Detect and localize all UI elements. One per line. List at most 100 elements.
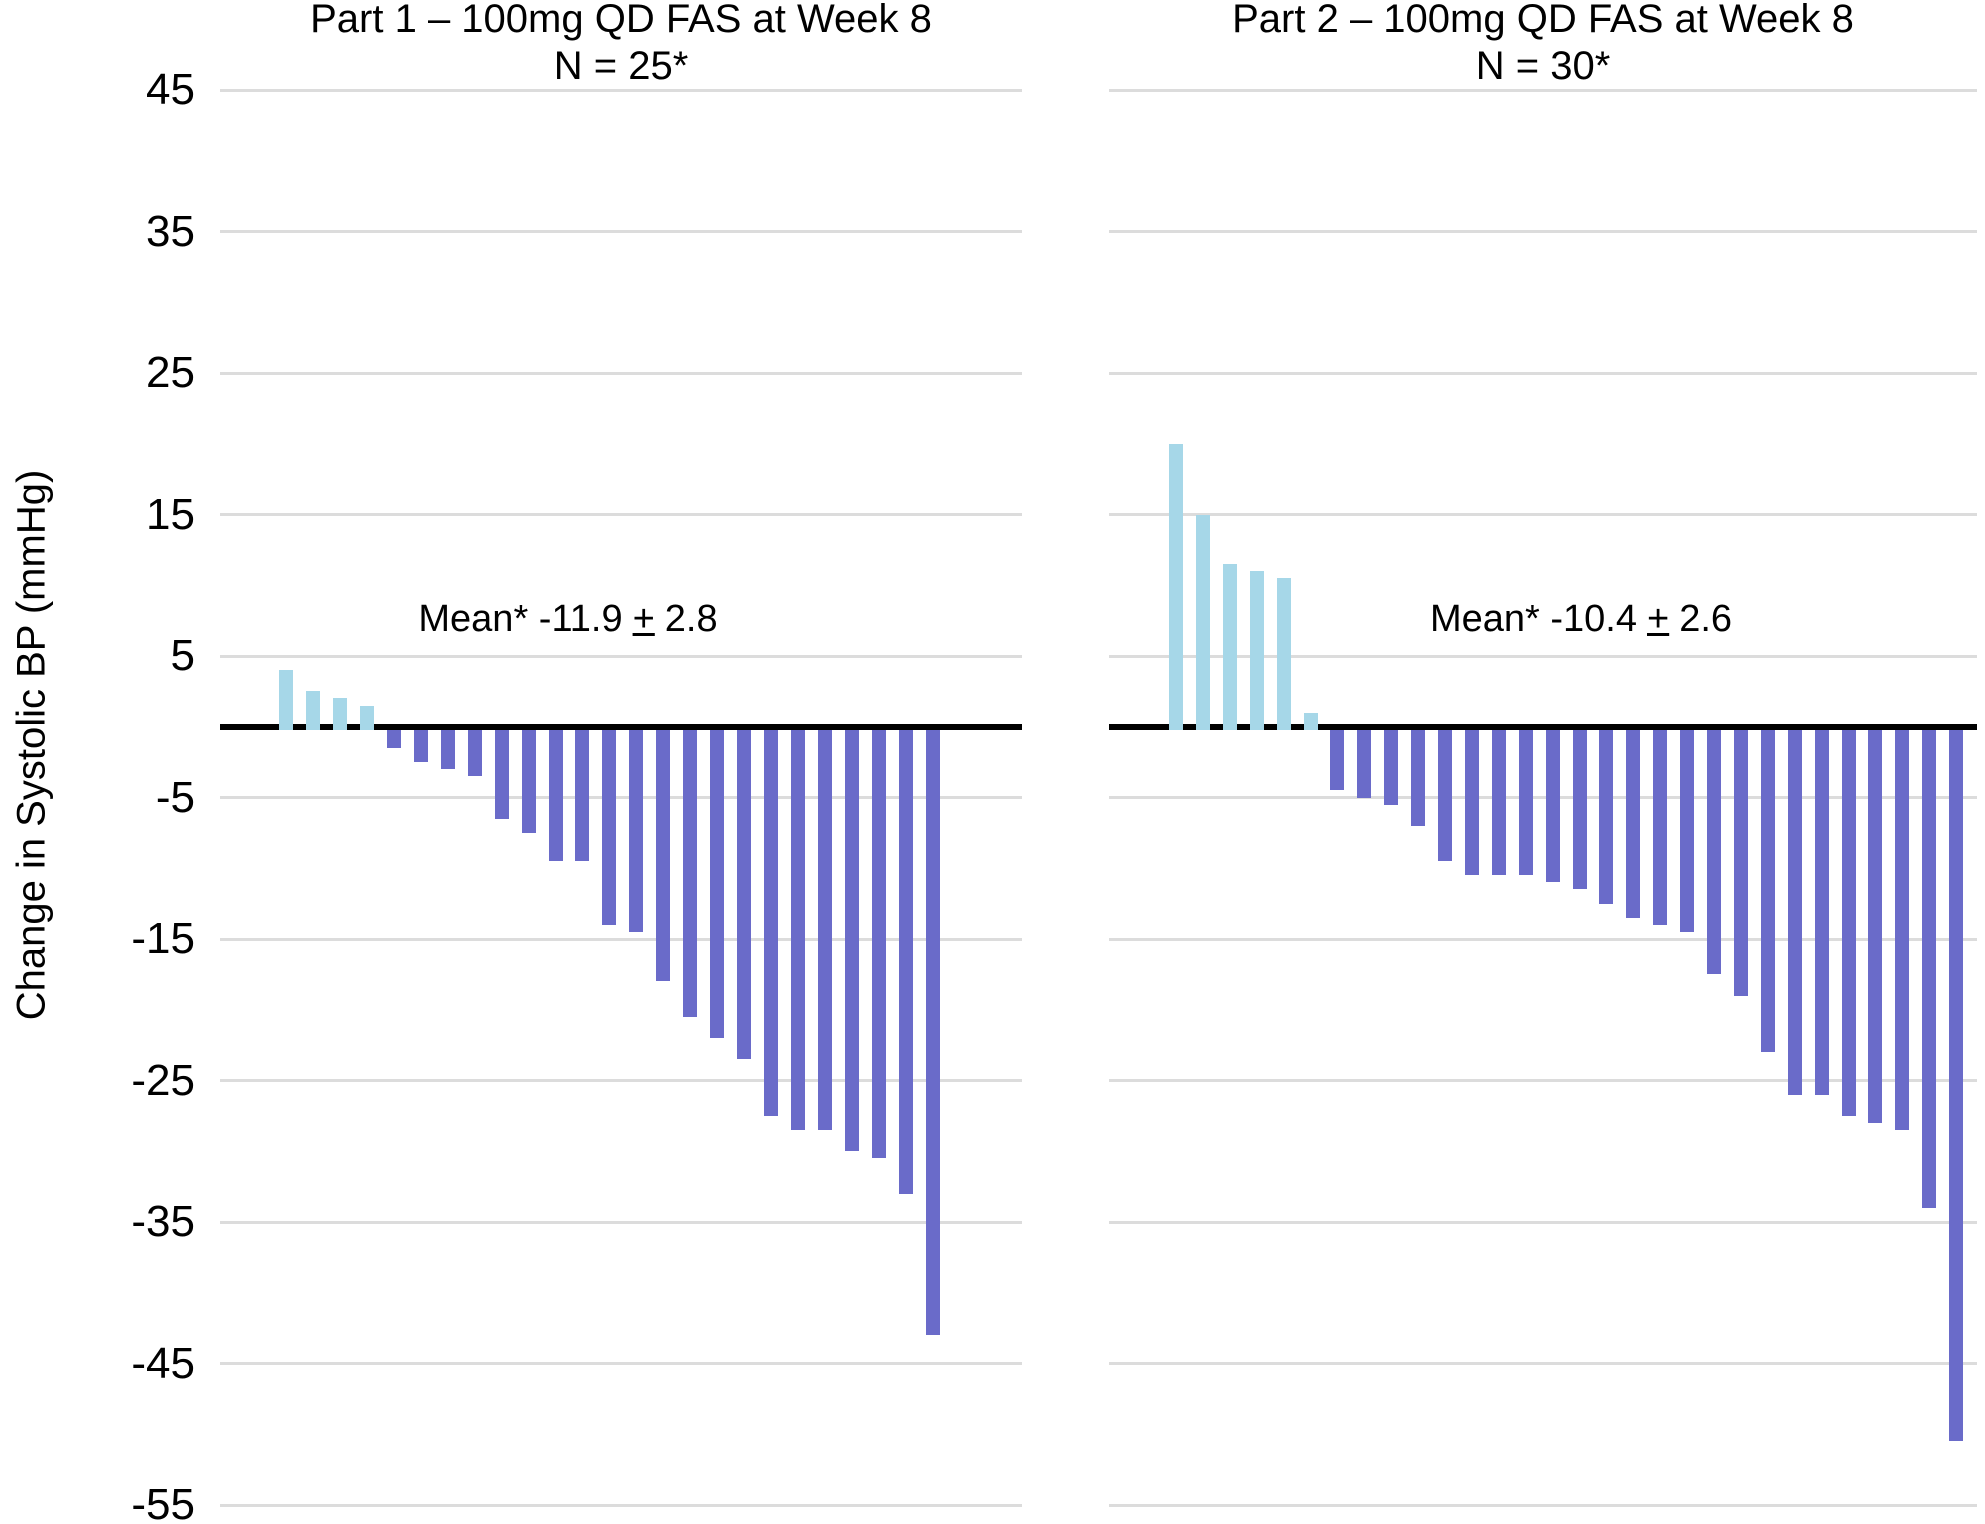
bar-negative — [898, 729, 913, 1194]
bar-negative — [1384, 729, 1399, 805]
bar-negative — [1707, 729, 1721, 975]
bar-negative — [1464, 729, 1479, 876]
y-tick-label: 5 — [170, 631, 195, 680]
bar-negative — [1841, 729, 1856, 1116]
bar-negative — [818, 729, 832, 1131]
y-tick-label: 15 — [146, 489, 195, 539]
gridline — [220, 1220, 1022, 1224]
panel-part1: Part 1 – 100mg QD FAS at Week 8 N = 25* … — [220, 0, 1022, 1524]
bar-negative — [656, 729, 671, 982]
bar-negative — [844, 729, 859, 1152]
gridline — [1109, 513, 1977, 516]
bar-negative — [467, 729, 482, 777]
bar-negative — [1949, 729, 1964, 1442]
bar-negative — [710, 729, 725, 1039]
bar-negative — [764, 729, 779, 1116]
gridline — [220, 1503, 1022, 1507]
bar-negative — [1626, 729, 1641, 918]
gridline — [1109, 1220, 1977, 1224]
bar-negative — [629, 729, 644, 932]
bar-negative — [1357, 729, 1372, 798]
y-tick-label: 35 — [146, 206, 195, 256]
y-tick-label: -15 — [131, 914, 195, 963]
bar-negative — [1760, 729, 1775, 1053]
gridline — [220, 1079, 1022, 1082]
panel1-n-label: N = 25* — [553, 44, 689, 88]
bar-negative — [1572, 729, 1587, 890]
bar-negative — [575, 729, 590, 862]
gridline — [1109, 88, 1977, 92]
gridline — [220, 230, 1022, 233]
panel1-mean-annotation: Mean* -11.9 +2.8 — [418, 598, 717, 641]
gridline — [1109, 1362, 1977, 1365]
y-tick-label: -35 — [131, 1197, 195, 1246]
gridline — [220, 88, 1022, 92]
bar-negative — [1545, 729, 1560, 883]
gridline — [1109, 230, 1977, 233]
bar-negative — [1922, 729, 1937, 1208]
gridline — [1109, 796, 1977, 799]
y-tick-label: 25 — [146, 348, 195, 397]
bar-negative — [1330, 729, 1345, 791]
bar-positive — [359, 705, 374, 730]
gridline — [1109, 654, 1977, 658]
bar-negative — [1491, 729, 1506, 876]
gridline — [1109, 1503, 1977, 1507]
panel2-n-label: N = 30* — [1475, 44, 1611, 88]
panel1-plus-minus: + — [632, 598, 655, 640]
y-tick-label: -45 — [131, 1338, 195, 1388]
bar-negative — [925, 729, 940, 1336]
bar-positive — [1169, 443, 1183, 730]
panel2-mean-value: Mean* -10.4 — [1429, 598, 1637, 640]
panel1-title: Part 1 – 100mg QD FAS at Week 8 — [310, 0, 932, 41]
gridline — [220, 1362, 1022, 1365]
bar-negative — [1680, 729, 1695, 932]
bar-positive — [1195, 514, 1210, 730]
bar-positive — [1249, 571, 1264, 730]
panel1-mean-sd: 2.8 — [664, 598, 718, 640]
panel1-mean-value: Mean* -11.9 — [418, 598, 623, 640]
bar-negative — [1653, 729, 1668, 925]
panel1-title-block: Part 1 – 100mg QD FAS at Week 8 N = 25* — [220, 0, 1022, 90]
gridline — [220, 937, 1022, 941]
bar-negative — [871, 729, 886, 1159]
bar-positive — [1222, 564, 1237, 730]
bar-negative — [1411, 729, 1426, 826]
bar-positive — [305, 691, 320, 730]
bar-negative — [737, 729, 752, 1060]
y-tick-label: -55 — [131, 1480, 195, 1524]
bar-negative — [440, 729, 455, 770]
zero-baseline — [1109, 723, 1977, 730]
bar-negative — [548, 729, 563, 862]
zero-baseline — [220, 723, 1022, 730]
bar-negative — [1733, 729, 1748, 996]
bar-negative — [1895, 729, 1910, 1131]
gridline — [220, 513, 1022, 516]
gridline — [1109, 371, 1977, 375]
bar-negative — [521, 729, 536, 833]
bar-negative — [791, 729, 806, 1131]
bar-negative — [1868, 729, 1883, 1123]
panel2-title-block: Part 2 – 100mg QD FAS at Week 8 N = 30* — [1109, 0, 1977, 90]
bar-negative — [683, 729, 698, 1017]
gridline — [220, 371, 1022, 375]
bar-positive — [1303, 712, 1318, 730]
bar-positive — [332, 698, 347, 730]
bar-positive — [279, 670, 293, 730]
panel2-mean-annotation: Mean* -10.4 +2.6 — [1430, 598, 1732, 641]
bar-negative — [1787, 729, 1802, 1095]
bar-negative — [1438, 729, 1452, 862]
y-tick-label: -5 — [155, 772, 195, 822]
bar-negative — [494, 729, 509, 819]
bar-positive — [1276, 578, 1291, 730]
panel2-title: Part 2 – 100mg QD FAS at Week 8 — [1232, 0, 1854, 41]
bar-negative — [413, 729, 428, 763]
bar-negative — [386, 729, 401, 748]
panel-part2: Part 2 – 100mg QD FAS at Week 8 N = 30* … — [1109, 0, 1977, 1524]
bar-negative — [1814, 729, 1829, 1095]
gridline — [1109, 937, 1977, 941]
gridline — [220, 654, 1022, 658]
y-tick-label: -25 — [131, 1055, 195, 1105]
panel2-plus-minus: + — [1646, 598, 1670, 640]
